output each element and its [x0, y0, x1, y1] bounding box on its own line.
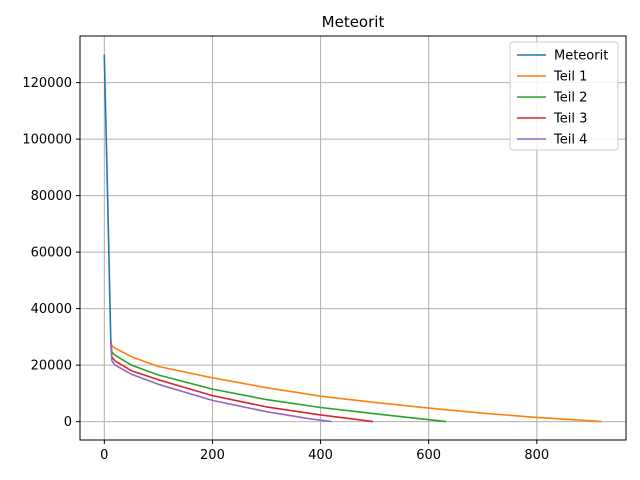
x-tick-label: 800 — [524, 448, 549, 463]
y-tick-label: 40000 — [31, 302, 72, 317]
y-tick-label: 20000 — [31, 359, 72, 374]
series-layer — [103, 54, 602, 423]
x-tick-label: 400 — [308, 448, 333, 463]
legend-label: Teil 4 — [553, 133, 587, 148]
plot-frame — [79, 35, 627, 441]
x-tick-label: 600 — [416, 448, 441, 463]
series-line-teil-1 — [110, 340, 602, 423]
y-tick-label: 80000 — [31, 189, 72, 204]
y-tick-label: 60000 — [31, 246, 72, 261]
legend-label: Teil 2 — [553, 91, 587, 106]
chart-title: Meteorit — [322, 13, 385, 31]
y-tick-label: 120000 — [22, 76, 72, 91]
x-tick-label: 0 — [100, 448, 108, 463]
legend-label: Teil 3 — [553, 112, 587, 127]
y-tick-label: 0 — [64, 415, 72, 430]
series-line-teil-3 — [110, 341, 374, 423]
series-line-meteorit — [103, 54, 112, 342]
legend-label: Meteorit — [554, 49, 608, 64]
y-axis: 0 20000 40000 60000 80000 100000 120000 — [22, 76, 80, 430]
x-tick-label: 200 — [200, 448, 225, 463]
legend: Meteorit Teil 1 Teil 2 Teil 3 Teil 4 — [509, 41, 619, 151]
legend-label: Teil 1 — [553, 70, 587, 85]
x-axis: 0 200 400 600 800 — [100, 440, 549, 463]
series-line-teil-4 — [110, 341, 332, 423]
y-tick-label: 100000 — [22, 133, 72, 148]
legend-box — [509, 41, 619, 151]
series-line-teil-2 — [110, 341, 447, 423]
